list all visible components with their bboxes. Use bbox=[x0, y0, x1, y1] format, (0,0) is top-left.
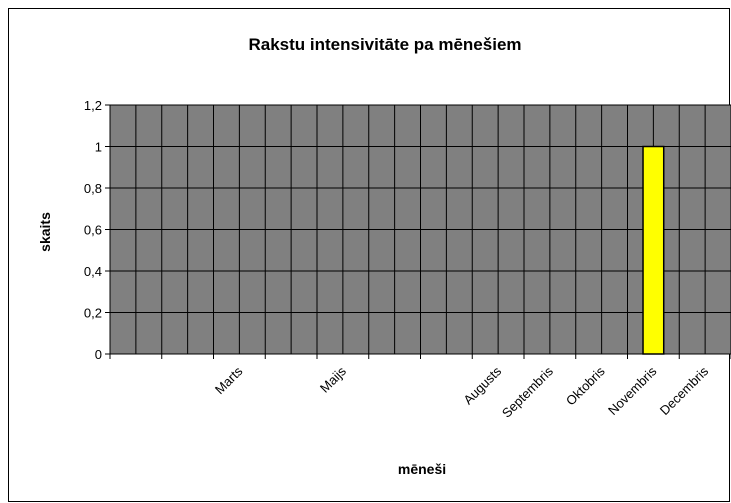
y-axis-title: skaits bbox=[37, 212, 53, 252]
y-tick-label: 0,8 bbox=[84, 181, 102, 196]
x-axis-title: mēneši bbox=[398, 461, 446, 477]
y-tick-label: 0,6 bbox=[84, 223, 102, 238]
y-tick-label: 0,4 bbox=[84, 264, 102, 279]
y-tick-label: 0,2 bbox=[84, 306, 102, 321]
y-tick-label: 1,2 bbox=[84, 98, 102, 113]
y-tick-label: 0 bbox=[95, 347, 102, 362]
y-tick-label: 1 bbox=[95, 140, 102, 155]
bar bbox=[642, 145, 665, 355]
chart-title: Rakstu intensivitāte pa mēnešiem bbox=[248, 35, 521, 54]
